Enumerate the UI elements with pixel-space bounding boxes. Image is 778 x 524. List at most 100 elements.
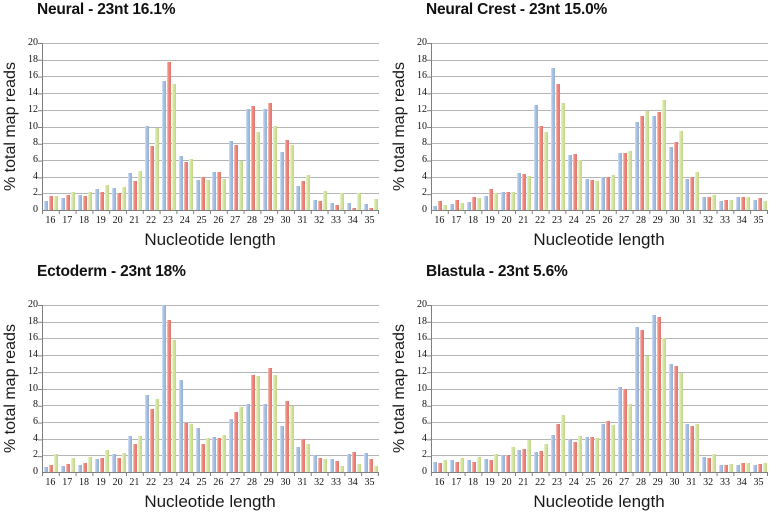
x-axis-ticks: 16 17 18 19 20 21 22 23 24 25 26 27 28 29 30 31 32 33 34 35 bbox=[42, 477, 378, 488]
bar-blue-30 bbox=[279, 151, 284, 210]
x-axis-label: Nucleotide length bbox=[144, 230, 276, 249]
y-axis-tick-label: 4 bbox=[422, 170, 427, 182]
gridline bbox=[432, 126, 768, 128]
bar-group-22 bbox=[533, 43, 550, 210]
y-axis-tick-marks bbox=[427, 305, 431, 473]
y-axis-tick-label: 0 bbox=[422, 204, 427, 215]
bar-blue-31 bbox=[685, 424, 690, 472]
bar-red-35 bbox=[368, 459, 373, 472]
gridline bbox=[43, 76, 379, 78]
bar-blue-35 bbox=[752, 199, 757, 210]
bar-red-27 bbox=[234, 144, 239, 210]
gridline bbox=[43, 109, 379, 111]
bar-blue-31 bbox=[296, 185, 301, 210]
gridlines bbox=[43, 43, 379, 210]
bar-green-16 bbox=[443, 205, 448, 210]
bar-blue-23 bbox=[161, 305, 166, 472]
bar-group-17 bbox=[449, 305, 466, 472]
gridline bbox=[432, 143, 768, 145]
bar-red-21 bbox=[133, 180, 138, 210]
gridline bbox=[432, 193, 768, 195]
bar-green-31 bbox=[306, 174, 311, 210]
bar-red-17 bbox=[66, 194, 71, 210]
x-axis-tick-label: 24 bbox=[179, 215, 190, 226]
gridline bbox=[43, 159, 379, 161]
bar-red-34 bbox=[351, 451, 356, 472]
x-axis-tick-label: 20 bbox=[501, 477, 512, 488]
bar-red-35 bbox=[368, 207, 373, 210]
bar-blue-18 bbox=[466, 201, 471, 210]
y-axis-tick-label: 16 bbox=[417, 70, 427, 82]
bar-green-31 bbox=[306, 444, 311, 472]
gridline bbox=[432, 438, 768, 440]
bar-green-23 bbox=[560, 103, 565, 210]
bar-green-34 bbox=[745, 196, 750, 210]
bar-blue-34 bbox=[346, 203, 351, 210]
bar-blue-16 bbox=[44, 200, 49, 210]
y-axis-tick-label: 18 bbox=[417, 53, 427, 65]
bar-red-24 bbox=[183, 161, 188, 210]
plot-area bbox=[431, 43, 768, 211]
bar-blue-27 bbox=[618, 386, 623, 472]
bar-group-23 bbox=[550, 43, 567, 210]
bar-red-32 bbox=[707, 196, 712, 210]
bar-red-20 bbox=[505, 455, 510, 472]
bar-group-27 bbox=[228, 43, 245, 210]
x-axis-tick-marks bbox=[42, 211, 379, 214]
gridline bbox=[432, 321, 768, 323]
bar-green-20 bbox=[510, 192, 515, 210]
bar-blue-32 bbox=[313, 455, 318, 472]
bar-group-35 bbox=[751, 43, 768, 210]
plot-area bbox=[42, 43, 379, 211]
x-axis-tick-label: 24 bbox=[568, 215, 579, 226]
x-axis-tick-label: 21 bbox=[129, 477, 140, 488]
bar-red-21 bbox=[522, 174, 527, 210]
x-axis-tick-label: 19 bbox=[484, 477, 495, 488]
y-axis-tick-label: 8 bbox=[33, 137, 38, 149]
bar-blue-35 bbox=[752, 465, 757, 472]
x-axis-tick-label: 17 bbox=[451, 215, 462, 226]
x-axis-tick-label: 18 bbox=[467, 215, 478, 226]
x-axis-tick-label: 29 bbox=[263, 215, 274, 226]
bar-blue-16 bbox=[433, 461, 438, 472]
bar-group-21 bbox=[516, 305, 533, 472]
bar-blue-30 bbox=[668, 146, 673, 210]
bar-blue-17 bbox=[450, 460, 455, 472]
bar-blue-29 bbox=[651, 115, 656, 210]
bar-blue-26 bbox=[212, 436, 217, 472]
bar-green-32 bbox=[323, 459, 328, 472]
x-axis-tick-label: 17 bbox=[451, 477, 462, 488]
bar-blue-22 bbox=[534, 451, 539, 472]
bar-red-19 bbox=[99, 191, 104, 210]
x-axis-tick-label: 22 bbox=[535, 477, 546, 488]
x-axis-tick-label: 31 bbox=[297, 477, 308, 488]
bar-red-17 bbox=[455, 199, 460, 210]
chart-title: Blastula - 23nt 5.6% bbox=[426, 263, 568, 280]
bar-blue-25 bbox=[195, 427, 200, 472]
bar-green-27 bbox=[628, 150, 633, 210]
gridline bbox=[432, 159, 768, 161]
bar-blue-22 bbox=[534, 104, 539, 210]
bar-blue-17 bbox=[61, 198, 66, 210]
bar-green-16 bbox=[54, 454, 59, 472]
bar-blue-30 bbox=[279, 426, 284, 472]
y-axis-tick-label: 4 bbox=[422, 432, 427, 444]
gridline bbox=[43, 193, 379, 195]
x-axis-tick-label: 33 bbox=[330, 215, 341, 226]
bar-red-20 bbox=[505, 191, 510, 210]
x-axis-tick-label: 27 bbox=[230, 477, 241, 488]
bar-red-17 bbox=[455, 461, 460, 472]
y-axis-tick-label: 0 bbox=[33, 204, 38, 215]
bar-red-22 bbox=[150, 408, 155, 472]
bar-group-33 bbox=[329, 43, 346, 210]
bar-blue-19 bbox=[94, 458, 99, 472]
y-axis-tick-label: 8 bbox=[422, 399, 427, 411]
bar-green-24 bbox=[577, 159, 582, 210]
y-axis-tick-label: 0 bbox=[422, 466, 427, 477]
bar-green-27 bbox=[239, 160, 244, 210]
y-axis-tick-label: 18 bbox=[28, 53, 38, 65]
bar-red-20 bbox=[116, 193, 121, 210]
bar-green-34 bbox=[356, 193, 361, 210]
bar-red-25 bbox=[200, 443, 205, 472]
